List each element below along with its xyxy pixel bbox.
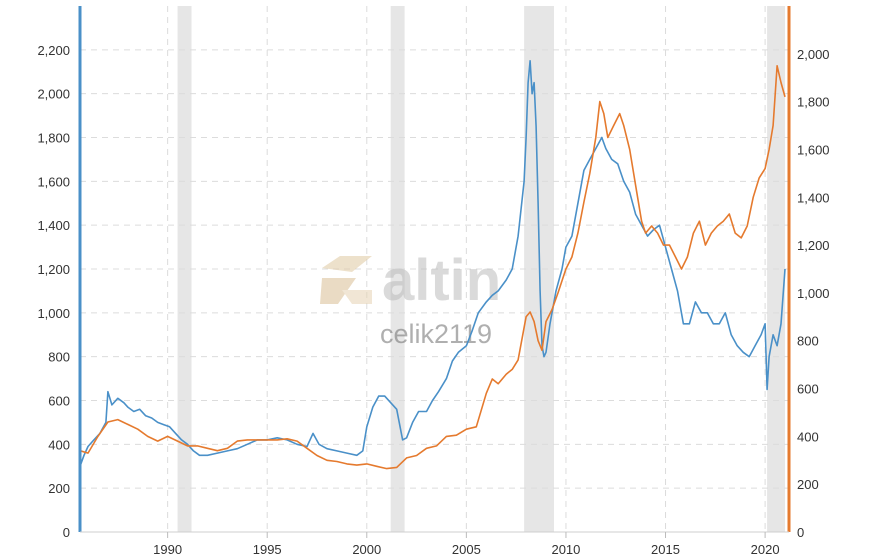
left-tick-label: 2,200	[37, 43, 70, 58]
right-tick-label: 1,400	[797, 190, 830, 205]
right-tick-label: 800	[797, 334, 819, 349]
left-tick-label: 2,000	[37, 87, 70, 102]
right-tick-label: 0	[797, 525, 804, 540]
watermark-user: celik2119	[380, 319, 492, 349]
x-tick-label: 2010	[551, 542, 580, 557]
series-line-2	[79, 65, 786, 470]
axes	[78, 6, 791, 533]
x-tick-label: 2005	[452, 542, 481, 557]
left-tick-label: 0	[63, 525, 70, 540]
brand-logo-icon	[320, 256, 372, 304]
right-tick-label: 1,200	[797, 238, 830, 253]
left-tick-label: 1,400	[37, 218, 70, 233]
watermark: altin celik2119	[320, 248, 501, 349]
x-tick-label: 2020	[751, 542, 780, 557]
right-tick-label: 1,600	[797, 142, 830, 157]
x-tick-label: 1995	[253, 542, 282, 557]
right-tick-label: 2,000	[797, 47, 830, 62]
left-tick-label: 400	[48, 437, 70, 452]
left-tick-label: 1,600	[37, 174, 70, 189]
x-tick-label: 1990	[153, 542, 182, 557]
watermark-brand: altin	[382, 248, 501, 313]
right-tick-label: 200	[797, 477, 819, 492]
x-tick-label: 2015	[651, 542, 680, 557]
right-tick-label: 1,800	[797, 95, 830, 110]
right-tick-label: 600	[797, 382, 819, 397]
left-axis-ticks: 0 200 400 600 800 1,000 1,200 1,400 1,600 1,800 2,…	[37, 43, 70, 540]
left-tick-label: 1,000	[37, 306, 70, 321]
left-tick-label: 200	[48, 481, 70, 496]
left-tick-label: 600	[48, 394, 70, 409]
gridlines	[80, 6, 789, 532]
left-tick-label: 800	[48, 350, 70, 365]
series-layer	[79, 59, 786, 470]
right-tick-label: 400	[797, 429, 819, 444]
x-axis-ticks: 1990 1995 2000 2005 2010 2015 2020	[153, 532, 780, 557]
right-axis-ticks: 0 200 400 600 800 1,000 1,200 1,400 1,600 1,800 2,…	[797, 47, 830, 540]
left-tick-label: 1,200	[37, 262, 70, 277]
left-tick-label: 1,800	[37, 131, 70, 146]
x-tick-label: 2000	[352, 542, 381, 557]
right-tick-label: 1,000	[797, 286, 830, 301]
